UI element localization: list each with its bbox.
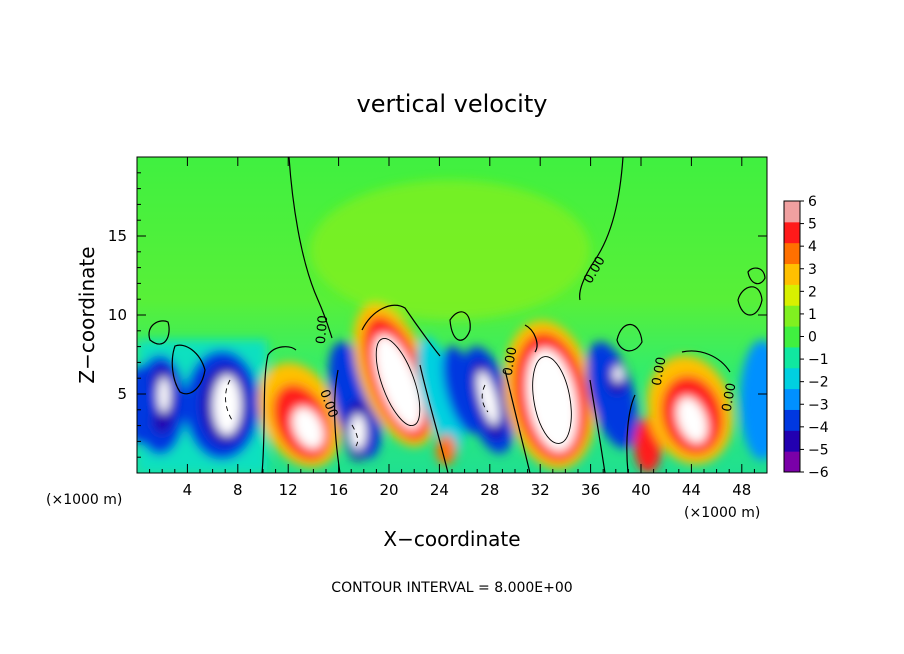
colorbar-segment xyxy=(784,388,800,410)
x-tick-label: 24 xyxy=(430,481,449,499)
colorbar-segment xyxy=(784,430,800,452)
x-tick-label: 48 xyxy=(732,481,751,499)
colorbar-segment xyxy=(784,201,800,223)
colorbar-tick-label: −5 xyxy=(808,442,829,458)
contour-label: 0.00 xyxy=(650,356,670,387)
x-axis-label: X−coordinate xyxy=(383,527,520,551)
x-tick-label: 36 xyxy=(581,481,600,499)
inner-contours xyxy=(225,337,572,447)
colorbar-tick-label: −6 xyxy=(808,465,829,481)
contour-label: 0.00 xyxy=(720,382,740,413)
colorbar-tick-label: 1 xyxy=(808,307,817,323)
y-tick-label: 15 xyxy=(108,227,127,245)
colorbar-segment xyxy=(784,346,800,369)
x-tick-label: 44 xyxy=(682,481,701,499)
x-tick-label: 4 xyxy=(183,481,193,499)
colorbar-segment xyxy=(784,367,800,390)
y-tick-label: 5 xyxy=(117,385,127,403)
x-tick-label: 20 xyxy=(379,481,398,499)
colorbar-tick-label: 5 xyxy=(808,217,817,233)
x-tick-label: 28 xyxy=(480,481,499,499)
colorbar-segment xyxy=(784,221,800,244)
colorbar-tick-label: 4 xyxy=(808,239,817,255)
colorbar-segment xyxy=(784,451,800,473)
colorbar-tick-label: 3 xyxy=(808,262,817,278)
colorbar-tick-label: −2 xyxy=(808,375,829,391)
x-tick-label: 40 xyxy=(631,481,650,499)
x-tick-label: 32 xyxy=(531,481,550,499)
colorbar-tick-label: −1 xyxy=(808,352,829,368)
velocity-field xyxy=(137,180,767,473)
colorbar-segment xyxy=(784,284,800,306)
contour-interval-text: CONTOUR INTERVAL = 8.000E+00 xyxy=(331,580,572,596)
colorbar: 6 5 4 3 2 1 0 −1 −2 −3 −4 −5 −6 xyxy=(783,194,829,481)
colorbar-tick-label: 2 xyxy=(808,284,817,300)
x-tick-label: 8 xyxy=(233,481,243,499)
y-axis-ticks: 5 10 15 xyxy=(108,172,767,458)
x-axis-ticks: 4 8 12 16 20 24 28 32 36 40 44 48 xyxy=(149,157,755,499)
contour-label: 0.00 xyxy=(501,346,521,377)
colorbar-segment xyxy=(784,242,800,265)
colorbar-segment xyxy=(784,326,800,348)
chart-title: vertical velocity xyxy=(357,90,548,118)
x-unit-note-left: (×1000 m) xyxy=(46,492,122,508)
colorbar-segment xyxy=(784,409,800,431)
x-tick-label: 12 xyxy=(279,481,298,499)
colorbar-segment xyxy=(784,305,800,327)
contour-label: 0.00 xyxy=(314,315,331,345)
x-unit-note-right: (×1000 m) xyxy=(684,505,760,521)
y-tick-label: 10 xyxy=(108,306,127,324)
colorbar-tick-label: −4 xyxy=(808,420,829,436)
colorbar-tick-label: 6 xyxy=(808,194,817,210)
zero-contours xyxy=(148,157,766,473)
plot-area: 0.00 0.00 0.00 0.00 0.00 0.00 xyxy=(137,157,767,473)
x-tick-label: 16 xyxy=(329,481,348,499)
colorbar-tick-label: 0 xyxy=(808,330,817,346)
colorbar-segment xyxy=(784,263,800,285)
y-axis-label: Z−coordinate xyxy=(75,246,99,383)
colorbar-tick-label: −3 xyxy=(808,397,829,413)
